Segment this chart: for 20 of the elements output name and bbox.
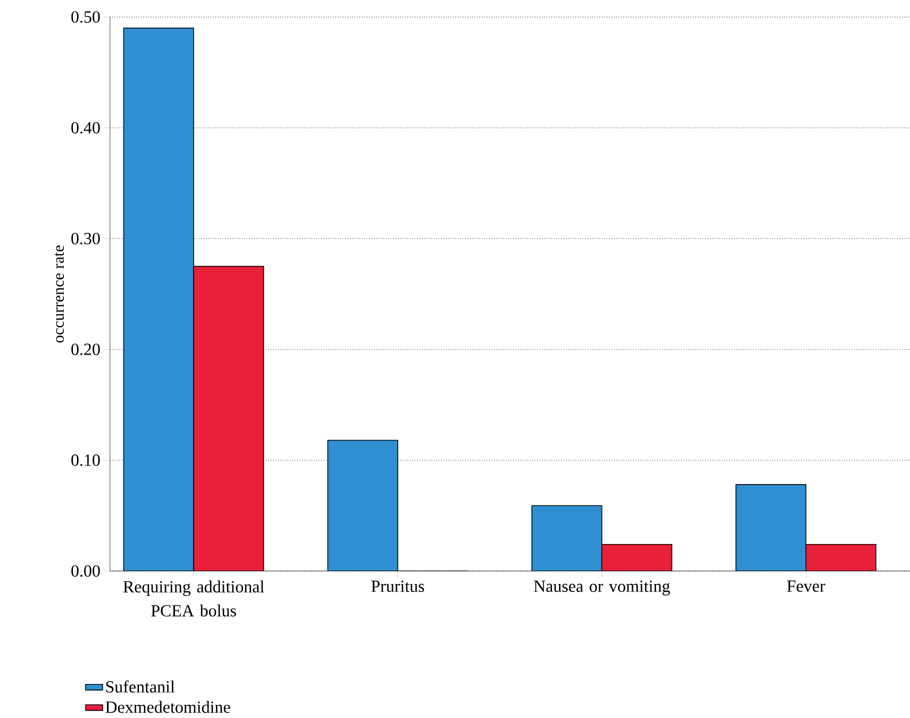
x-tick-label: Requiring additional PCEA bolus [123, 580, 264, 617]
y-tick-label: 0.30 [71, 232, 100, 244]
bar [123, 28, 194, 571]
bar [193, 266, 264, 571]
x-tick-label: Fever [787, 580, 826, 592]
y-tick-label: 0.40 [71, 122, 100, 134]
y-tick-label: 0.00 [71, 565, 100, 577]
bar [531, 505, 602, 571]
x-tick-label: Pruritus [371, 580, 424, 592]
y-tick-label: 0.20 [71, 344, 100, 356]
bar [327, 440, 398, 571]
y-tick-label: 0.50 [71, 11, 100, 23]
bar [601, 544, 672, 571]
legend-label: Sufentanil [106, 680, 175, 693]
y-axis-title: occurrence rate [54, 245, 64, 342]
y-tick-label: 0.10 [71, 454, 100, 466]
bar [736, 484, 806, 571]
x-tick-label: Nausea or vomiting [534, 580, 670, 596]
bar [806, 544, 876, 571]
legend-label: Dexmedetomidine [106, 700, 230, 713]
